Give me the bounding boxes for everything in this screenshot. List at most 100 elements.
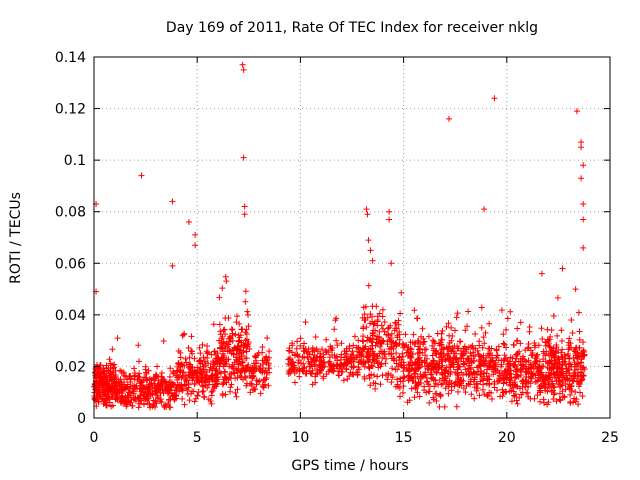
data-point (540, 348, 547, 355)
data-point (457, 347, 464, 354)
data-point (102, 401, 109, 408)
data-point (579, 393, 586, 400)
data-point (302, 370, 309, 377)
data-point (222, 391, 229, 398)
data-point (171, 396, 178, 403)
data-point (572, 389, 579, 396)
data-point (356, 366, 363, 373)
data-point (416, 393, 423, 400)
data-point (299, 353, 306, 360)
data-point (453, 403, 460, 410)
data-point (518, 368, 525, 375)
data-point (180, 331, 187, 338)
data-point (570, 399, 577, 406)
data-point-outlier (369, 257, 376, 264)
data-point (437, 349, 444, 356)
data-point (208, 400, 215, 407)
data-point (384, 376, 391, 383)
data-point (245, 323, 252, 330)
data-point (259, 343, 266, 350)
data-point (514, 372, 521, 379)
data-point (348, 355, 355, 362)
data-point (551, 384, 558, 391)
data-point (158, 369, 165, 376)
data-point (174, 374, 181, 381)
data-point (561, 393, 568, 400)
data-point-outlier (538, 270, 545, 277)
data-point (518, 391, 525, 398)
data-point (242, 298, 249, 305)
data-point (249, 375, 256, 382)
data-point (542, 371, 549, 378)
data-point (468, 391, 475, 398)
data-point (169, 380, 176, 387)
data-point (238, 351, 245, 358)
data-point (571, 375, 578, 382)
data-point (417, 371, 424, 378)
data-point (419, 325, 426, 332)
data-point (430, 338, 437, 345)
data-point (235, 361, 242, 368)
data-point (526, 328, 533, 335)
data-point (333, 363, 340, 370)
data-point (455, 358, 462, 365)
data-point (486, 389, 493, 396)
y-axis-label: ROTI / TECUs (8, 192, 24, 284)
data-point (486, 359, 493, 366)
data-point (405, 377, 412, 384)
data-point (211, 378, 218, 385)
data-point (289, 342, 296, 349)
data-point (385, 324, 392, 331)
data-point (484, 393, 491, 400)
data-point (425, 388, 432, 395)
data-point (402, 331, 409, 338)
data-point (443, 364, 450, 371)
data-point (99, 379, 106, 386)
data-point (210, 385, 217, 392)
data-point (406, 375, 413, 382)
data-point (438, 350, 445, 357)
data-point (135, 404, 142, 411)
data-point (459, 351, 466, 358)
data-point (475, 351, 482, 358)
data-point (365, 350, 372, 357)
data-point (355, 348, 362, 355)
data-point (400, 368, 407, 375)
data-point (561, 374, 568, 381)
data-point (550, 351, 557, 358)
data-point (186, 354, 193, 361)
data-point-outlier (578, 175, 585, 182)
data-point (189, 350, 196, 357)
data-point (430, 345, 437, 352)
data-point (144, 396, 151, 403)
data-point (295, 357, 302, 364)
data-point (361, 311, 368, 318)
data-point (387, 372, 394, 379)
data-point (447, 347, 454, 354)
data-point (495, 377, 502, 384)
data-point (229, 330, 236, 337)
data-point (310, 357, 317, 364)
data-point (365, 282, 372, 289)
data-point (550, 371, 557, 378)
data-point (559, 358, 566, 365)
data-point (511, 393, 518, 400)
data-point (177, 362, 184, 369)
x-tick-label: 20 (498, 430, 516, 446)
data-point (565, 342, 572, 349)
data-point (394, 376, 401, 383)
data-point (140, 384, 147, 391)
data-point (377, 381, 384, 388)
data-point (477, 378, 484, 385)
data-point (234, 343, 241, 350)
data-point (572, 352, 579, 359)
data-point (350, 364, 357, 371)
data-point (314, 348, 321, 355)
data-point (554, 294, 561, 301)
data-point (152, 398, 159, 405)
data-point (226, 363, 233, 370)
data-point (394, 366, 401, 373)
data-point (448, 361, 455, 368)
data-point (365, 358, 372, 365)
data-point (529, 371, 536, 378)
